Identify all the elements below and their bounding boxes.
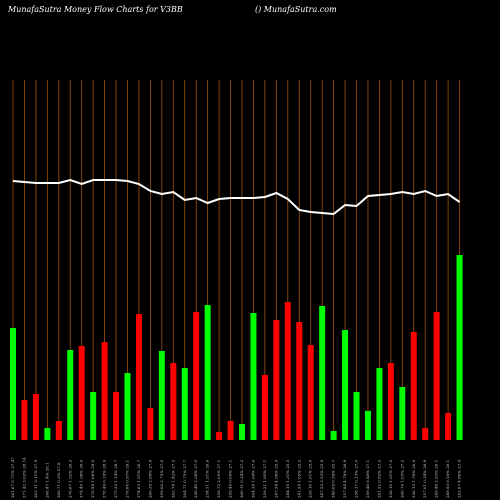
bar: [32, 394, 39, 440]
bar: [342, 330, 349, 440]
chart-subtitle: () MunafaSutra.com: [255, 5, 337, 14]
x-tick-label: 259.49 0.09% 27.1: [228, 460, 233, 498]
x-tick-label: 274.63 1.21% 28.7: [136, 459, 141, 498]
x-tick-label: 275.32 1.14% 28.7: [113, 459, 118, 498]
bar: [44, 428, 51, 440]
bar: [193, 312, 200, 440]
x-tick-label: 263.11 2.11% 27.9: [33, 459, 38, 498]
x-tick-label: 260.76 1.03% 27.2: [399, 459, 404, 498]
x-tick-label: 254.51 1.51% 26.6: [205, 459, 210, 498]
x-tick-label: 262.07 4.86% 27.4: [457, 459, 462, 498]
chart-title: MunafaSutra Money Flow Charts for V3BB: [7, 5, 183, 14]
bar: [135, 314, 142, 440]
x-tick-label: 249.48 2.93% 26.1: [434, 460, 439, 498]
bar: [90, 392, 97, 440]
x-tick-label: 258.17 0.13% 27.0: [354, 459, 359, 498]
x-tick-label: 258.40 2.38% 27.0: [193, 459, 198, 498]
bar: [216, 432, 223, 440]
bar: [124, 373, 131, 440]
x-tick-label: 274.40 1.38% 28.6: [79, 459, 84, 498]
x-tick-label: 264.38 1.64% 27.6: [250, 459, 255, 498]
bar: [55, 421, 62, 440]
bar: [376, 368, 383, 440]
x-tick-label: 266.71 0.3% 27.8: [56, 462, 61, 498]
x-tick-label: 271.42 3.02% 28.14: [21, 457, 26, 498]
x-tick-label: 246.09 0.59% 25.7: [331, 459, 336, 498]
bar: [101, 342, 108, 440]
bar: [261, 375, 268, 440]
bar: [113, 392, 120, 440]
bar: [158, 351, 165, 440]
x-tick-label: 262.74 1.42% 27.5: [170, 459, 175, 498]
x-tick-label: 256.13 1.78% 26.8: [411, 459, 416, 498]
x-tick-label: 258.10 1.31% 27.0: [388, 459, 393, 498]
bar: [239, 424, 245, 440]
x-tick-label: 270.67 1.52% 28.3: [67, 459, 72, 498]
bar: [250, 313, 257, 440]
x-tick-label: 264.71 0.75% 27.7: [182, 459, 187, 498]
x-tick-label: 259.40 0.48% 27.1: [365, 460, 370, 498]
bar: [284, 302, 291, 440]
x-tick-label: 247.55 3.53% 25.9: [319, 459, 324, 498]
bar: [330, 431, 337, 440]
bar: [319, 306, 326, 440]
bar: [78, 346, 85, 440]
bar: [296, 322, 303, 440]
x-tick-label: 241.54 1.05% 25.2: [296, 459, 301, 498]
x-tick-label: 239.10 1.01% 25.0: [308, 459, 313, 498]
x-tick-label: 247.34 4.58% 25.9: [273, 459, 278, 498]
x-tick-label: 259.72 2.05% 27.1: [216, 460, 221, 498]
money-flow-line: [12, 178, 461, 216]
x-tick-label: 259.06 2.75% 27.0: [159, 459, 164, 498]
x-tick-label: 257.01 0.34% 26.9: [422, 459, 427, 498]
x-tick-label: 268.47 1.4% 28.1: [44, 462, 49, 498]
x-tick-label: 278.49 0.18% 28.9: [102, 459, 107, 498]
bar: [422, 428, 429, 440]
x-tick-label: 278.00 0.97% 29.1: [125, 460, 130, 498]
bar: [353, 392, 360, 440]
x-tick-label: 261.52 0.82% 27.3: [376, 459, 381, 498]
bar: [456, 255, 463, 440]
bar: [387, 363, 394, 440]
bar: [410, 332, 417, 440]
x-tick-label: 278.98 1.66% 29.0: [90, 459, 95, 498]
bar: [399, 387, 406, 440]
bar: [307, 345, 314, 440]
bar: [364, 411, 371, 440]
bar: [181, 368, 188, 440]
bar: [67, 350, 74, 440]
bar: [227, 421, 234, 440]
bar: [273, 320, 280, 440]
bar: [170, 363, 177, 440]
bar: [147, 408, 154, 440]
x-tick-label: 266.39 2.99% 27.8: [147, 459, 152, 498]
x-tick-label: 244.10 1.31% 25.5: [285, 459, 290, 498]
x-tick-label: 257.84 4.78% 26.9: [342, 459, 347, 498]
bar: [433, 312, 440, 440]
bar: [204, 305, 211, 440]
bar: [21, 400, 28, 440]
x-tick-label: 260.11 0.24% 27.2: [239, 459, 244, 498]
bar: [10, 328, 16, 440]
x-tick-label: 249.93 0.18% 26.1: [445, 460, 450, 498]
bar: [445, 413, 452, 440]
x-tick-label: 259.21 1.95% 27.1: [262, 460, 267, 498]
x-tick-label: 261.67 0.71% 27.47: [10, 457, 15, 498]
